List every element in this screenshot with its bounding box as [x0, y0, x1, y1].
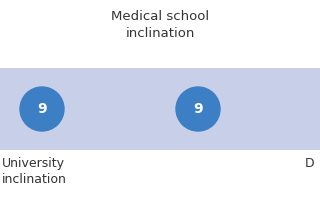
Text: Medical school
inclination: Medical school inclination [111, 10, 209, 40]
Circle shape [176, 87, 220, 131]
Bar [0, 68, 320, 150]
Text: 9: 9 [193, 102, 203, 116]
Text: D: D [304, 157, 314, 170]
Text: 9: 9 [37, 102, 47, 116]
Circle shape [20, 87, 64, 131]
Text: University
inclination: University inclination [2, 157, 67, 186]
